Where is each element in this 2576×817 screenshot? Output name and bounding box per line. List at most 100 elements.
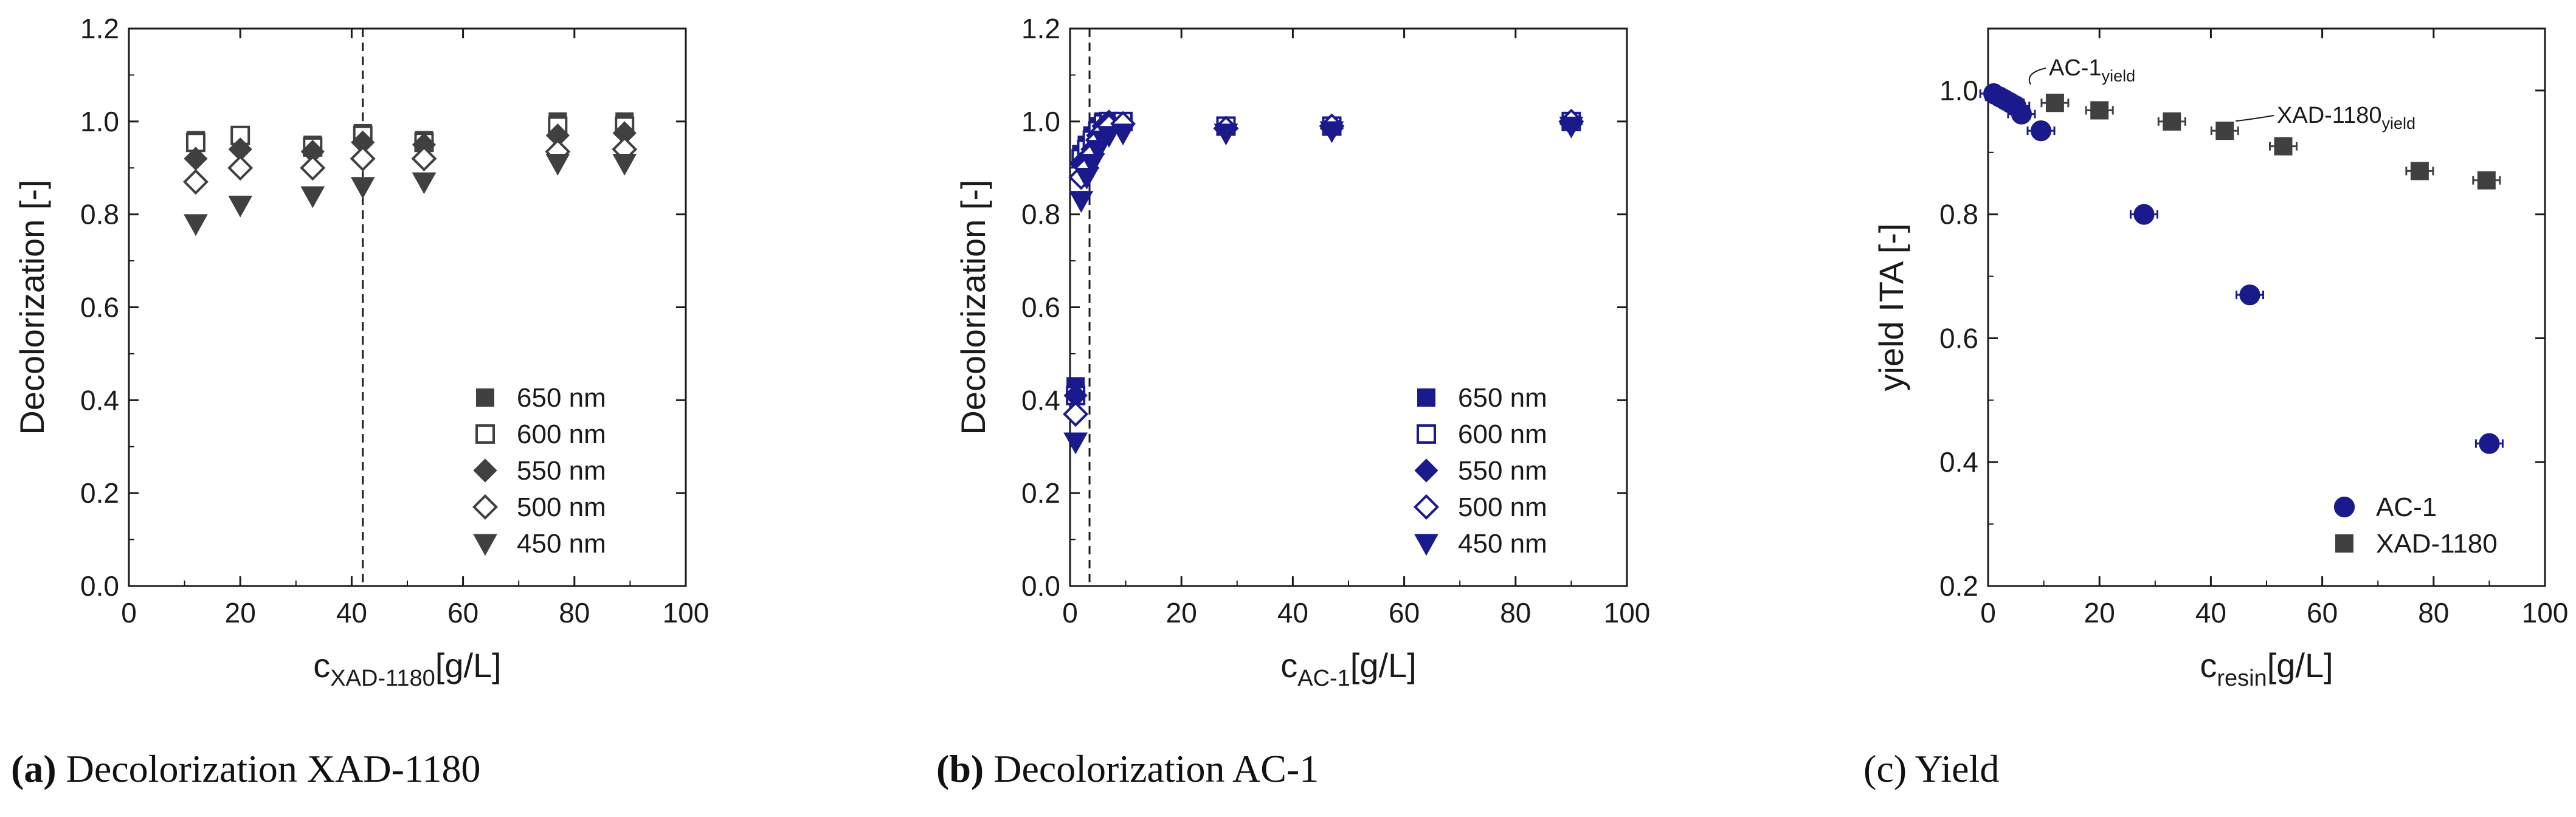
y-tick-label: 1.0 — [1021, 106, 1060, 137]
legend-marker — [1414, 458, 1438, 483]
data-point — [300, 186, 325, 209]
legend-marker — [1413, 494, 1440, 520]
y-tick-label: 0.2 — [1021, 477, 1060, 509]
legend-marker — [2333, 496, 2355, 518]
series-500-nm — [1063, 108, 1584, 427]
legend-marker — [476, 388, 494, 407]
y-tick-label: 1.2 — [1021, 13, 1060, 44]
y-tick-label: 0.4 — [1939, 446, 1978, 478]
data-point — [1214, 123, 1238, 146]
y-tick-label: 1.2 — [80, 13, 119, 44]
data-point — [1069, 191, 1094, 213]
y-tick-label: 0.4 — [1021, 384, 1060, 416]
x-axis-title-sub: AC-1 — [1297, 666, 1350, 691]
legend-label: XAD-1180 — [2376, 529, 2498, 559]
y-axis-title: Decolorization [-] — [954, 179, 992, 435]
legend-label: 600 nm — [517, 419, 606, 449]
y-tick-label: 0.0 — [80, 570, 119, 602]
data-point — [350, 177, 375, 199]
chart-panel-c: 0 20 40 60 80 100 0.2 0.4 0.6 0.8 1.0 cresin[g/L] yi… — [1872, 27, 2569, 691]
data-point — [1063, 401, 1089, 427]
data-point — [2090, 101, 2109, 120]
y-tick-label: 0.6 — [1939, 322, 1978, 354]
x-axis-title: cXAD-1180[g/L] — [313, 646, 501, 691]
annotation-ac1-yield: AC-1yield — [2049, 55, 2135, 85]
x-tick-label: 100 — [663, 597, 710, 629]
data-point — [2479, 433, 2500, 454]
legend-marker — [475, 424, 495, 444]
legend-marker — [1417, 424, 1436, 444]
x-tick-label: 60 — [1389, 597, 1420, 629]
y-tick-label: 0.8 — [80, 199, 119, 230]
x-axis-title-unit: [g/L] — [1350, 646, 1417, 684]
y-tick-label: 0.8 — [1939, 199, 1978, 230]
annotation-leader — [2236, 115, 2274, 122]
data-point — [411, 145, 437, 171]
x-tick-label: 60 — [2307, 597, 2338, 629]
series-600-nm — [1066, 111, 1581, 405]
x-tick-label: 100 — [2522, 597, 2569, 629]
data-point — [1063, 432, 1088, 455]
x-axis-title-main: c — [313, 646, 330, 684]
x-tick-label: 60 — [447, 597, 478, 629]
data-point — [227, 155, 254, 181]
series-450-nm — [1063, 116, 1584, 455]
y-axis-title: yield ITA [-] — [1872, 224, 1910, 391]
legend-label: 500 nm — [517, 492, 606, 522]
series-550-nm — [1063, 109, 1584, 408]
x-tick-label: 80 — [1500, 597, 1531, 629]
legend-label: 600 nm — [1458, 419, 1547, 449]
x-tick-label: 80 — [2418, 597, 2449, 629]
legend-label: 450 nm — [517, 529, 606, 559]
caption-b-label: (b) — [936, 747, 984, 790]
caption-c-label: (c) — [1863, 747, 1907, 790]
caption-c: (c) Yield — [1863, 746, 1999, 791]
annotation-main: XAD-1180 — [2277, 103, 2382, 128]
legend-marker — [1417, 388, 1435, 407]
legend-label: 650 nm — [517, 383, 606, 413]
legend-marker — [473, 534, 497, 556]
caption-c-text: Yield — [1915, 747, 2000, 790]
caption-b: (b) Decolorization AC-1 — [936, 746, 1319, 791]
caption-a-label: (a) — [11, 747, 57, 790]
x-axis-title-main: c — [2200, 646, 2217, 684]
x-tick-label: 40 — [1277, 597, 1308, 629]
x-axis-title-main: c — [1280, 646, 1297, 684]
legend-label: 650 nm — [1458, 383, 1547, 413]
y-tick-label: 0.6 — [1021, 292, 1060, 323]
data-point — [300, 155, 326, 181]
legend-label: 450 nm — [1458, 529, 1547, 559]
data-point — [1111, 123, 1135, 146]
legend-label: 550 nm — [1458, 456, 1547, 486]
series-xad-1180 — [2040, 94, 2501, 190]
x-tick-label: 100 — [1604, 597, 1651, 629]
data-point — [545, 154, 570, 176]
data-point — [1559, 116, 1584, 139]
data-point — [228, 195, 253, 218]
series-650-nm — [1066, 112, 1581, 396]
x-tick-label: 20 — [1166, 597, 1197, 629]
x-axis-title: cAC-1[g/L] — [1280, 646, 1417, 691]
data-point — [2239, 284, 2260, 306]
data-point — [2215, 122, 2234, 140]
x-tick-label: 0 — [121, 597, 137, 629]
series-500-nm — [182, 136, 638, 195]
data-point — [350, 145, 376, 171]
x-axis-title: cresin[g/L] — [2200, 646, 2333, 691]
data-point — [412, 172, 437, 195]
y-tick-label: 0.2 — [1939, 570, 1978, 602]
x-axis-title-sub: resin — [2217, 666, 2267, 691]
series-450-nm — [184, 154, 637, 236]
chart-panel-a: 0 20 40 60 80 100 0.0 0.2 0.4 0.6 0.8 1.0 1.2 cXAD-11… — [13, 13, 709, 691]
annotation-sub: yield — [2102, 67, 2136, 85]
y-tick-label: 0.4 — [80, 384, 119, 416]
x-tick-label: 40 — [2195, 597, 2226, 629]
legend-marker — [473, 458, 497, 483]
caption-b-text: Decolorization AC-1 — [993, 747, 1319, 790]
x-tick-label: 0 — [1980, 597, 1996, 629]
x-axis-title-sub: XAD-1180 — [330, 666, 435, 691]
data-point — [2410, 162, 2429, 181]
y-tick-label: 0.0 — [1021, 570, 1060, 602]
annotation-main: AC-1 — [2049, 55, 2102, 81]
